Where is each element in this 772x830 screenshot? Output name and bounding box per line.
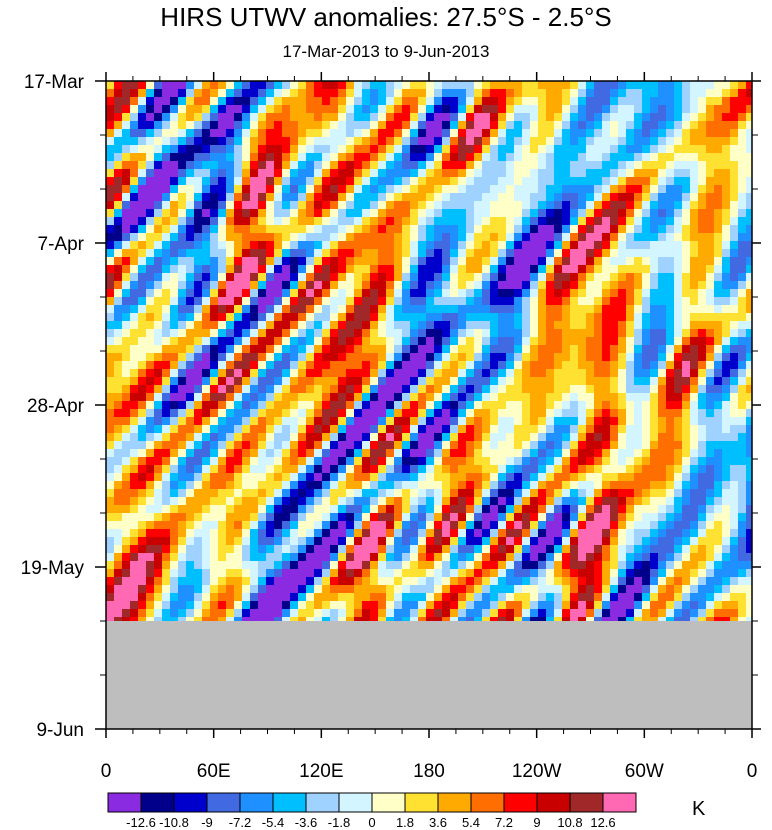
y-tick-label: 19-May	[21, 558, 85, 579]
colorbar-box	[206, 792, 241, 813]
x-tick-label: 60W	[625, 761, 664, 782]
colorbar-label: 9	[533, 815, 540, 830]
colorbar-label: -1.8	[328, 815, 350, 830]
y-tick-label: 7-Apr	[38, 234, 85, 255]
colorbar-box	[569, 792, 604, 813]
y-tick-label: 9-Jun	[36, 720, 84, 741]
colorbar-box	[437, 792, 472, 813]
colorbar-box	[272, 792, 307, 813]
x-tick-label: 180	[413, 761, 445, 782]
colorbar-box	[140, 792, 175, 813]
colorbar-label: -10.8	[159, 815, 189, 830]
missing-data-region	[106, 621, 752, 729]
colorbar-box	[107, 792, 142, 813]
colorbar-label: 7.2	[495, 815, 513, 830]
colorbar-label: -12.6	[126, 815, 156, 830]
colorbar-label: -5.4	[262, 815, 284, 830]
y-tick-label: 28-Apr	[27, 396, 85, 417]
colorbar-label: -9	[201, 815, 213, 830]
colorbar-box	[470, 792, 505, 813]
colorbar-label: 12.6	[590, 815, 615, 830]
colorbar-box	[602, 792, 637, 813]
colorbar-label: 0	[368, 815, 375, 830]
anomaly-field	[106, 81, 752, 622]
colorbar-units: K	[692, 798, 706, 820]
x-tick-label: 0	[747, 761, 758, 782]
colorbar-label: -3.6	[295, 815, 317, 830]
colorbar-label: 3.6	[429, 815, 447, 830]
colorbar-box	[404, 792, 439, 813]
colorbar-label: 1.8	[396, 815, 414, 830]
colorbar-label: -7.2	[229, 815, 251, 830]
colorbar-box	[239, 792, 274, 813]
colorbar-box	[371, 792, 406, 813]
colorbar-box	[536, 792, 571, 813]
x-tick-label: 0	[101, 761, 112, 782]
colorbar-box	[173, 792, 208, 813]
colorbar-box	[503, 792, 538, 813]
x-tick-label: 60E	[197, 761, 231, 782]
y-tick-label: 17-Mar	[24, 72, 85, 93]
colorbar-box	[338, 792, 373, 813]
chart-title: HIRS UTWV anomalies: 27.5°S - 2.5°S	[160, 2, 612, 32]
colorbar-label: 10.8	[557, 815, 582, 830]
colorbar-box	[305, 792, 340, 813]
colorbar-label: 5.4	[462, 815, 480, 830]
x-tick-label: 120E	[299, 761, 343, 782]
x-tick-label: 120W	[512, 761, 562, 782]
chart-subtitle: 17-Mar-2013 to 9-Jun-2013	[282, 42, 490, 61]
